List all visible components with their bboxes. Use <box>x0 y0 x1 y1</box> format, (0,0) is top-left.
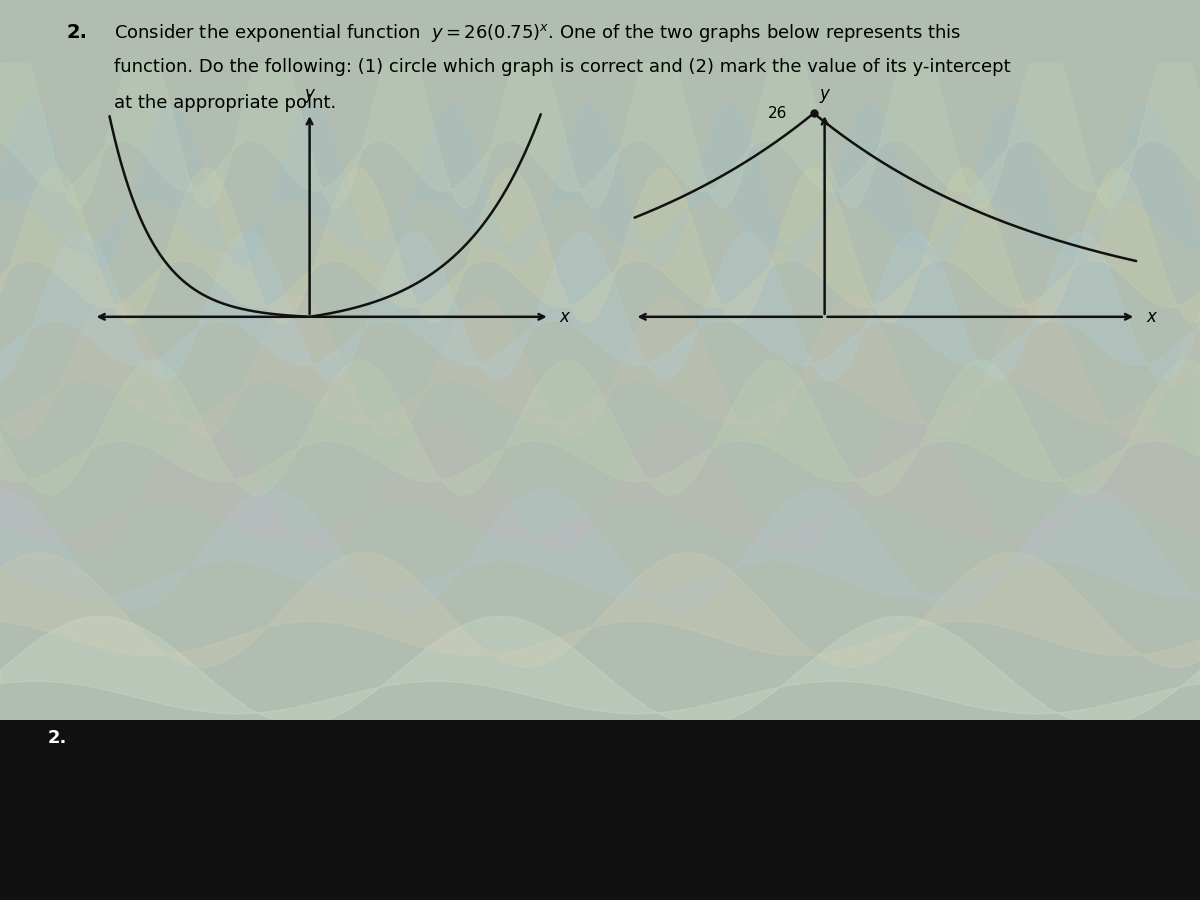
Text: function. Do the following: (1) circle which graph is correct and (2) mark the v: function. Do the following: (1) circle w… <box>114 58 1010 76</box>
Text: Consider the exponential function  $y = 26(0.75)^x$. One of the two graphs below: Consider the exponential function $y = 2… <box>114 22 961 44</box>
Text: y: y <box>305 85 314 103</box>
Text: x: x <box>1147 308 1157 326</box>
Text: y: y <box>820 85 829 103</box>
Text: 26: 26 <box>768 105 787 121</box>
Text: at the appropriate point.: at the appropriate point. <box>114 94 336 112</box>
Text: 2.: 2. <box>48 729 67 747</box>
Text: x: x <box>559 308 569 326</box>
Text: 2.: 2. <box>66 22 88 41</box>
